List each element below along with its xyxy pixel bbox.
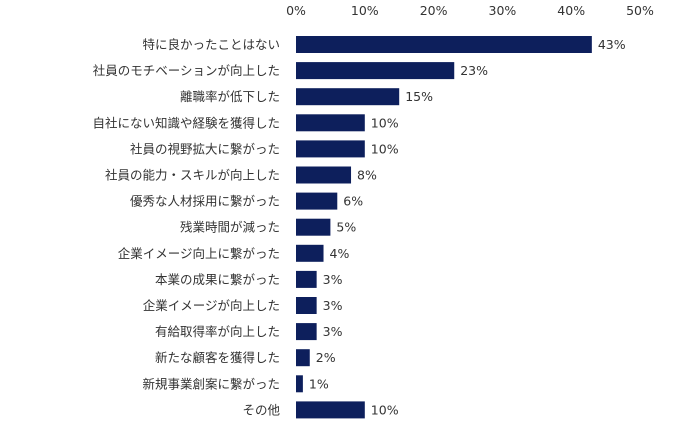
category-label: 特に良かったことはない bbox=[142, 37, 280, 52]
category-label: 本業の成果に繋がった bbox=[155, 272, 280, 287]
value-label: 10% bbox=[371, 402, 399, 417]
value-label: 3% bbox=[323, 298, 343, 313]
value-label: 10% bbox=[371, 115, 399, 130]
value-label: 8% bbox=[357, 168, 377, 183]
value-label: 5% bbox=[336, 220, 356, 235]
x-tick-label: 10% bbox=[351, 3, 379, 18]
category-label: 残業時間が減った bbox=[180, 220, 280, 235]
value-label: 3% bbox=[323, 272, 343, 287]
value-label: 23% bbox=[460, 63, 488, 78]
bar bbox=[296, 401, 365, 419]
bar bbox=[296, 297, 317, 314]
category-label: 社員の能力・スキルが向上した bbox=[105, 168, 280, 183]
category-label: 自社にない知識や経験を獲得した bbox=[92, 115, 280, 130]
bar bbox=[296, 349, 310, 367]
x-tick-label: 20% bbox=[420, 3, 448, 18]
bar bbox=[296, 62, 455, 80]
bar bbox=[296, 323, 317, 341]
category-label: 企業イメージが向上した bbox=[143, 298, 280, 313]
category-label: 優秀な人材採用に繋がった bbox=[130, 194, 280, 209]
category-label: 社員の視野拡大に繋がった bbox=[130, 141, 280, 156]
value-label: 2% bbox=[316, 350, 336, 365]
category-label: 有給取得率が向上した bbox=[155, 324, 280, 339]
x-tick-label: 50% bbox=[626, 3, 654, 18]
value-label: 10% bbox=[371, 141, 399, 156]
category-label: 新規事業創案に繋がった bbox=[142, 376, 280, 391]
category-label: 離職率が低下した bbox=[180, 89, 280, 104]
value-label: 43% bbox=[598, 37, 626, 52]
x-tick-label: 0% bbox=[286, 3, 306, 18]
value-label: 4% bbox=[330, 246, 350, 261]
category-labels: 特に良かったことはない社員のモチベーションが向上した離職率が低下した自社にない知… bbox=[92, 37, 280, 417]
x-tick-label: 30% bbox=[489, 3, 517, 18]
bars bbox=[296, 36, 592, 419]
value-label: 15% bbox=[405, 89, 433, 104]
value-label: 3% bbox=[323, 324, 343, 339]
category-label: 社員のモチベーションが向上した bbox=[93, 63, 280, 78]
category-label: 企業イメージ向上に繋がった bbox=[118, 246, 280, 261]
bar bbox=[296, 270, 317, 288]
bar bbox=[296, 88, 400, 106]
bar bbox=[296, 192, 338, 210]
bar bbox=[296, 244, 324, 262]
x-axis: 0% 10% 20% 30% 40% 50% bbox=[286, 3, 654, 18]
value-label: 1% bbox=[309, 376, 329, 391]
value-label: 6% bbox=[343, 194, 363, 209]
bar bbox=[296, 140, 365, 158]
bar bbox=[296, 36, 592, 53]
category-label: 新たな顧客を獲得した bbox=[155, 350, 280, 365]
category-label: その他 bbox=[242, 402, 280, 417]
bar bbox=[296, 166, 352, 184]
bar bbox=[296, 218, 331, 236]
bar bbox=[296, 114, 365, 132]
bar bbox=[296, 375, 303, 393]
value-labels: 43% 23% 15% 10% 10% 8% 6% 5% 4% 3% 3% 3% 2% 1% 10% bbox=[309, 37, 626, 417]
x-tick-label: 40% bbox=[557, 3, 585, 18]
